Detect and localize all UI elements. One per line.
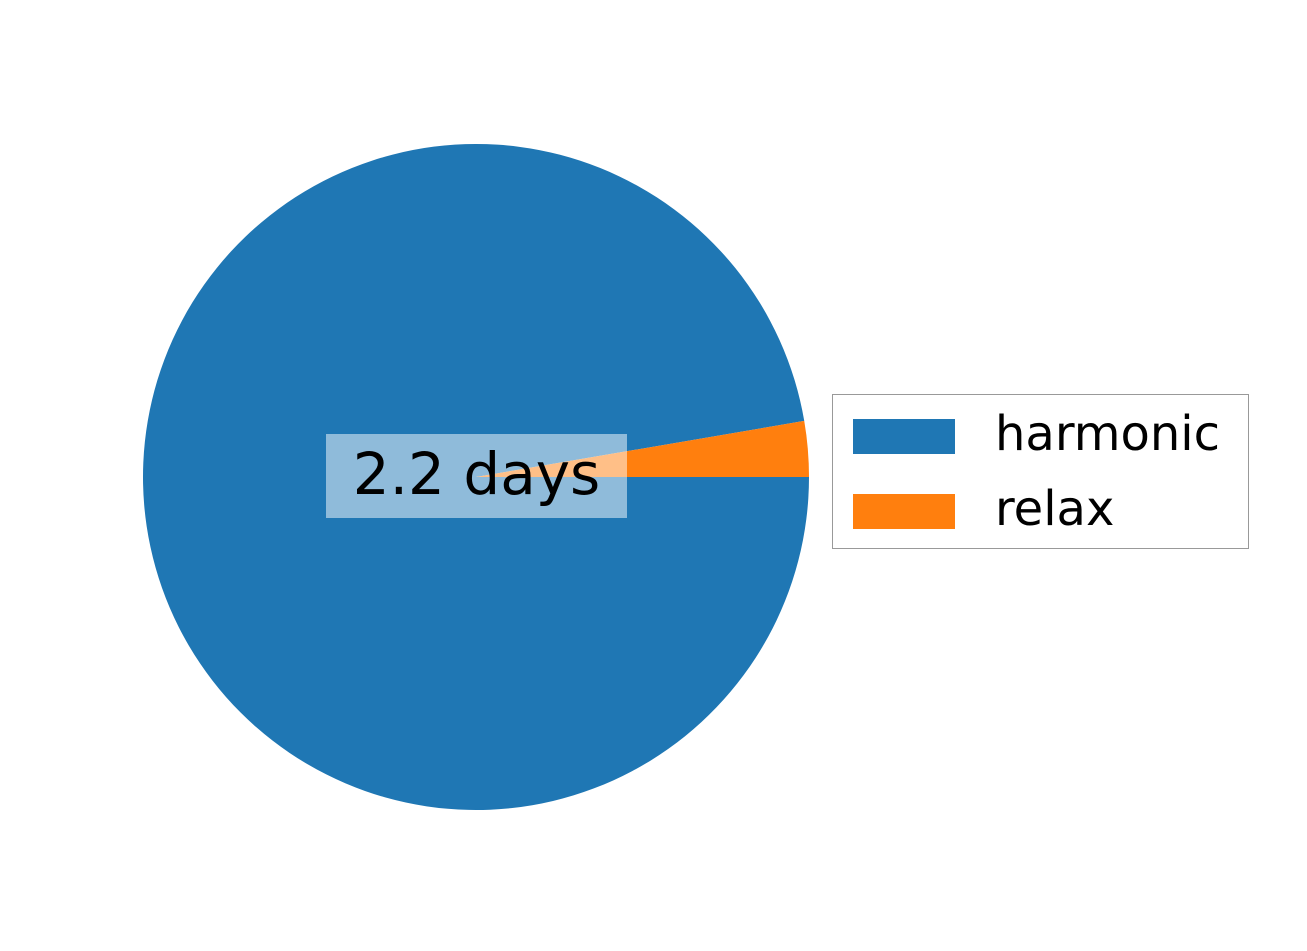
legend-label-harmonic: harmonic xyxy=(995,406,1220,462)
legend-item-relax[interactable]: relax xyxy=(853,481,1115,537)
legend-swatch-relax xyxy=(853,493,955,529)
legend: harmonic relax xyxy=(832,394,1249,549)
slice-label-harmonic: 2.2 days xyxy=(326,434,627,518)
legend-label-relax: relax xyxy=(995,481,1115,537)
legend-swatch-harmonic xyxy=(853,418,955,454)
slice-label-harmonic-text: 2.2 days xyxy=(352,440,601,508)
legend-item-harmonic[interactable]: harmonic xyxy=(853,406,1220,462)
